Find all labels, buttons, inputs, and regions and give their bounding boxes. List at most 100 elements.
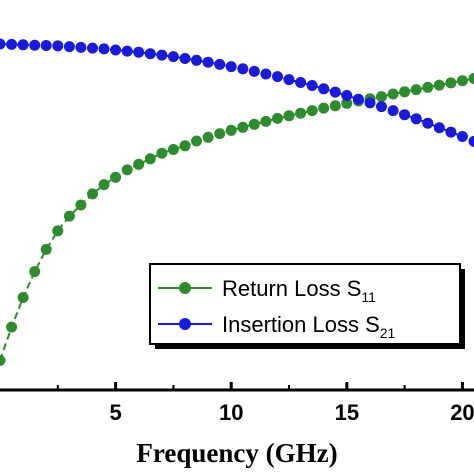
x-axis-label: Frequency (GHz): [136, 438, 337, 468]
data-point: [40, 243, 52, 255]
data-point: [17, 39, 29, 51]
data-point: [329, 100, 341, 112]
data-point: [29, 266, 41, 278]
data-point: [156, 49, 168, 61]
data-point: [422, 81, 434, 93]
data-point: [52, 40, 64, 52]
legend: Return Loss S11 Insertion Loss S21: [149, 263, 465, 349]
data-point: [283, 110, 295, 122]
data-point: [306, 80, 318, 91]
x-tick-label: 10: [219, 400, 243, 425]
data-point: [133, 158, 145, 170]
data-point: [214, 58, 226, 70]
data-point: [456, 75, 468, 87]
data-point: [272, 71, 283, 83]
data-point: [341, 97, 353, 109]
legend-label-subscript: 11: [361, 289, 376, 305]
data-point: [456, 131, 468, 142]
data-point: [0, 354, 6, 366]
data-point: [283, 74, 295, 86]
data-point: [306, 105, 318, 117]
data-point: [98, 179, 110, 191]
data-point: [364, 97, 376, 109]
legend-label-subscript: 21: [380, 325, 396, 341]
data-point: [318, 102, 330, 114]
series-line: [0, 77, 474, 361]
data-point: [399, 86, 411, 98]
data-point: [110, 44, 122, 56]
data-point: [63, 210, 75, 222]
data-point: [237, 63, 249, 75]
data-point: [6, 38, 18, 50]
data-point: [75, 41, 87, 53]
x-ticks: 5 10 15 20: [56, 382, 474, 425]
data-point: [376, 101, 387, 113]
data-point: [110, 171, 122, 183]
x-tick-label: 20: [450, 400, 474, 425]
legend-marker: [179, 282, 191, 294]
data-point: [248, 65, 260, 77]
data-point: [40, 40, 52, 51]
data-point: [17, 292, 29, 303]
data-point: [248, 118, 260, 130]
data-point: [167, 51, 179, 63]
data-point: [167, 144, 179, 155]
legend-label: Insertion Loss S21: [222, 312, 396, 341]
data-point: [133, 46, 145, 58]
data-point: [387, 105, 399, 117]
data-point: [0, 38, 6, 50]
data-point: [52, 225, 64, 237]
legend-marker: [179, 318, 191, 330]
data-point: [387, 88, 399, 100]
data-point: [29, 39, 41, 51]
data-point: [295, 77, 307, 88]
data-point: [179, 140, 191, 152]
data-point: [202, 56, 214, 68]
legend-box: [149, 263, 461, 345]
data-point: [445, 126, 457, 138]
legend-label: Return Loss S11: [222, 276, 376, 305]
data-point: [352, 93, 364, 105]
x-tick-label: 15: [335, 400, 359, 425]
data-point: [468, 73, 474, 84]
series-return-loss: [0, 73, 474, 366]
data-point: [260, 68, 272, 80]
data-point: [75, 199, 87, 211]
data-point: [191, 135, 202, 147]
data-point: [179, 53, 191, 64]
data-point: [422, 117, 434, 129]
data-point: [191, 54, 202, 66]
data-point: [376, 91, 387, 103]
data-point: [225, 61, 237, 73]
data-point: [329, 86, 341, 98]
data-point: [318, 83, 330, 95]
data-point: [445, 77, 457, 89]
data-point: [295, 107, 307, 119]
legend-label-text: Insertion Loss S: [222, 312, 380, 337]
data-point: [202, 131, 214, 143]
data-point: [121, 164, 133, 176]
data-point: [87, 42, 98, 54]
data-point: [6, 321, 18, 333]
data-point: [410, 84, 422, 96]
data-point: [144, 153, 156, 165]
data-point: [399, 109, 411, 121]
plot-area: [0, 38, 474, 366]
data-point: [156, 147, 168, 159]
data-point: [272, 112, 283, 124]
data-point: [260, 115, 272, 127]
data-point: [237, 121, 249, 133]
legend-label-text: Return Loss S: [222, 276, 361, 301]
data-point: [433, 122, 445, 134]
data-point: [341, 90, 353, 101]
data-point: [433, 79, 445, 91]
series-insertion-loss: [0, 38, 474, 147]
data-point: [63, 41, 75, 53]
data-point: [468, 135, 474, 147]
data-point: [144, 48, 156, 60]
data-point: [225, 124, 237, 136]
data-point: [98, 43, 110, 55]
data-point: [410, 113, 422, 125]
data-point: [87, 188, 98, 200]
